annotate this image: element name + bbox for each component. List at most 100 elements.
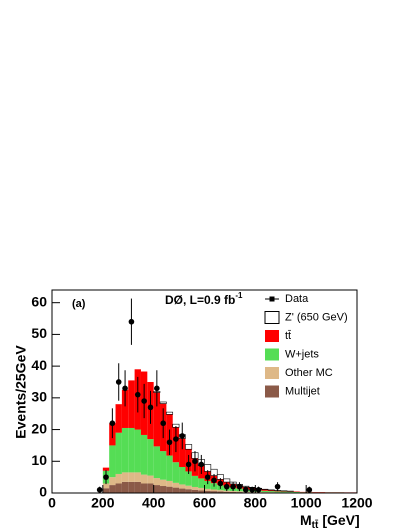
legend-label: Z' (650 GeV): [285, 311, 348, 323]
histogram-segment: [210, 491, 218, 493]
data-point: [223, 483, 230, 490]
histogram-segment: [191, 475, 199, 487]
histogram-segment: [287, 491, 294, 493]
histogram-segment: [204, 480, 211, 489]
y-tick-label: 30: [31, 389, 47, 405]
histogram-segment: [115, 432, 122, 474]
histogram-segment: [229, 491, 237, 493]
legend-label: Multijet: [285, 385, 320, 397]
histogram-segment: [179, 466, 186, 485]
data-point: [160, 420, 166, 427]
data-point: [96, 487, 103, 493]
histogram-segment: [115, 483, 122, 493]
y-tick-label: 0: [39, 484, 47, 500]
histogram-segment: [185, 485, 192, 490]
x-tick-label: 1200: [341, 495, 372, 511]
panel-label: (a): [72, 298, 86, 310]
histogram-segment: [160, 486, 167, 493]
y-tick-label: 40: [31, 357, 47, 373]
histogram-segment: [166, 411, 174, 415]
data-point: [122, 385, 128, 392]
histogram-segment: [159, 401, 167, 404]
data-point: [128, 318, 135, 325]
histogram-segment: [198, 478, 205, 488]
histogram-segment: [134, 481, 141, 493]
legend-swatch: [265, 367, 279, 379]
x-tick-label: 1000: [291, 495, 322, 511]
legend-label: Data: [285, 293, 309, 305]
histogram-segment: [128, 481, 135, 493]
data-point: [243, 487, 249, 493]
data-point: [236, 483, 243, 490]
histogram-segment: [185, 444, 193, 450]
x-label-unit: [GeV]: [322, 512, 359, 528]
data-point: [103, 474, 109, 480]
annotation-sup: -1: [235, 291, 243, 300]
data-point: [147, 404, 154, 411]
y-tick-label: 50: [31, 325, 47, 341]
x-tick-label: 800: [244, 495, 268, 511]
x-tick-label: 0: [48, 495, 56, 511]
histogram-segment: [236, 491, 243, 493]
histogram-segment: [191, 489, 199, 493]
y-tick-label: 20: [31, 420, 47, 436]
histogram-segment: [128, 472, 135, 482]
histogram-segment: [109, 485, 116, 493]
annotation-text: DØ, L=0.9 fb: [165, 293, 235, 307]
x-tick-label: 600: [193, 495, 217, 511]
data-point: [306, 487, 313, 493]
data-point: [173, 436, 179, 442]
histogram-segment: [172, 487, 180, 493]
histogram-segment: [261, 489, 269, 491]
histogram-segment: [172, 482, 180, 488]
histogram-segment: [261, 490, 269, 493]
legend-label: tt̄: [285, 330, 291, 342]
histogram-segment: [102, 467, 110, 471]
data-point: [179, 433, 186, 439]
y-tick-label: 60: [31, 293, 47, 309]
histogram-segment: [185, 471, 192, 486]
histogram-segment: [153, 485, 161, 493]
histogram-segment: [210, 489, 218, 492]
histogram-segment: [140, 474, 148, 484]
histogram-segment: [121, 481, 129, 493]
histogram-segment: [293, 491, 300, 493]
histogram-segment: [204, 490, 211, 493]
x-axis-label: Mtt̄ [GeV]: [300, 512, 360, 531]
data-point: [141, 398, 147, 404]
histogram-segment: [223, 490, 230, 492]
x-tick-label: 400: [142, 495, 166, 511]
histogram-segment: [185, 489, 192, 493]
histogram-segment: [147, 439, 154, 476]
histogram-segment: [223, 478, 231, 483]
histogram-segment: [179, 484, 186, 489]
data-point: [230, 483, 236, 490]
histogram-segment: [223, 491, 230, 493]
histogram-segment: [140, 434, 148, 475]
data-point: [204, 474, 211, 480]
data-point: [274, 483, 281, 490]
histogram-segment: [166, 486, 173, 493]
histogram-segment: [102, 483, 110, 489]
histogram-segment: [166, 480, 173, 487]
histogram-segment: [115, 404, 122, 433]
histogram-segment: [268, 490, 275, 492]
histogram-segment: [217, 491, 224, 493]
histogram-segment: [128, 427, 135, 473]
histogram-segment: [274, 491, 281, 493]
legend-swatch: [265, 330, 279, 342]
histogram-segment: [179, 438, 186, 467]
data-point: [198, 461, 205, 468]
x-tick-label: 200: [91, 495, 115, 511]
histogram-segment: [280, 490, 288, 492]
histogram-segment: [128, 380, 135, 428]
histogram-segment: [160, 479, 167, 487]
histogram-segment: [109, 445, 116, 478]
histogram-segment: [147, 475, 154, 484]
legend-swatch: [265, 385, 279, 398]
legend-data-marker: [269, 296, 275, 302]
data-point: [109, 420, 116, 427]
histogram-segment: [280, 491, 288, 493]
legend-swatch: [264, 311, 280, 324]
